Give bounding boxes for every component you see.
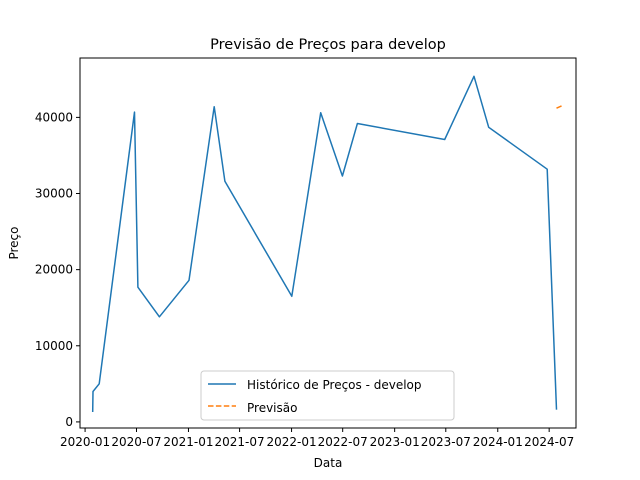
y-axis-ticks: 0 10000 20000 30000 40000 xyxy=(35,110,80,429)
y-tick-label: 30000 xyxy=(35,187,73,201)
y-tick-label: 0 xyxy=(65,415,73,429)
plot-area: 2020-01 2020-07 2021-01 2021-07 2022-01 2022-… xyxy=(35,57,577,449)
legend-label-historico: Histórico de Preços - develop xyxy=(247,378,422,392)
y-tick-label: 40000 xyxy=(35,110,73,124)
legend: Histórico de Preços - develop Previsão xyxy=(200,370,455,421)
legend-box xyxy=(200,370,455,421)
y-tick-label: 20000 xyxy=(35,263,73,277)
x-tick-label: 2021-07 xyxy=(215,435,265,449)
x-tick-label: 2022-07 xyxy=(318,435,368,449)
x-tick-label: 2020-07 xyxy=(111,435,161,449)
x-axis-label: Data xyxy=(314,456,343,470)
series-layer xyxy=(91,75,564,413)
x-tick-label: 2023-01 xyxy=(370,435,420,449)
x-tick-label: 2022-01 xyxy=(266,435,316,449)
x-tick-label: 2024-01 xyxy=(473,435,523,449)
chart-title: Previsão de Preços para develop xyxy=(210,37,446,53)
y-axis-label: Preço xyxy=(7,226,21,259)
x-axis-ticks: 2020-01 2020-07 2021-01 2021-07 2022-01 2022-… xyxy=(60,428,574,449)
series-line-1 xyxy=(556,104,564,109)
y-tick-label: 10000 xyxy=(35,339,73,353)
legend-label-previsao: Previsão xyxy=(247,401,297,415)
x-tick-label: 2020-01 xyxy=(60,435,110,449)
x-tick-label: 2024-07 xyxy=(524,435,574,449)
x-tick-label: 2021-01 xyxy=(163,435,213,449)
series-line-0 xyxy=(91,75,558,413)
x-tick-label: 2023-07 xyxy=(421,435,471,449)
axes-frame xyxy=(79,57,577,429)
